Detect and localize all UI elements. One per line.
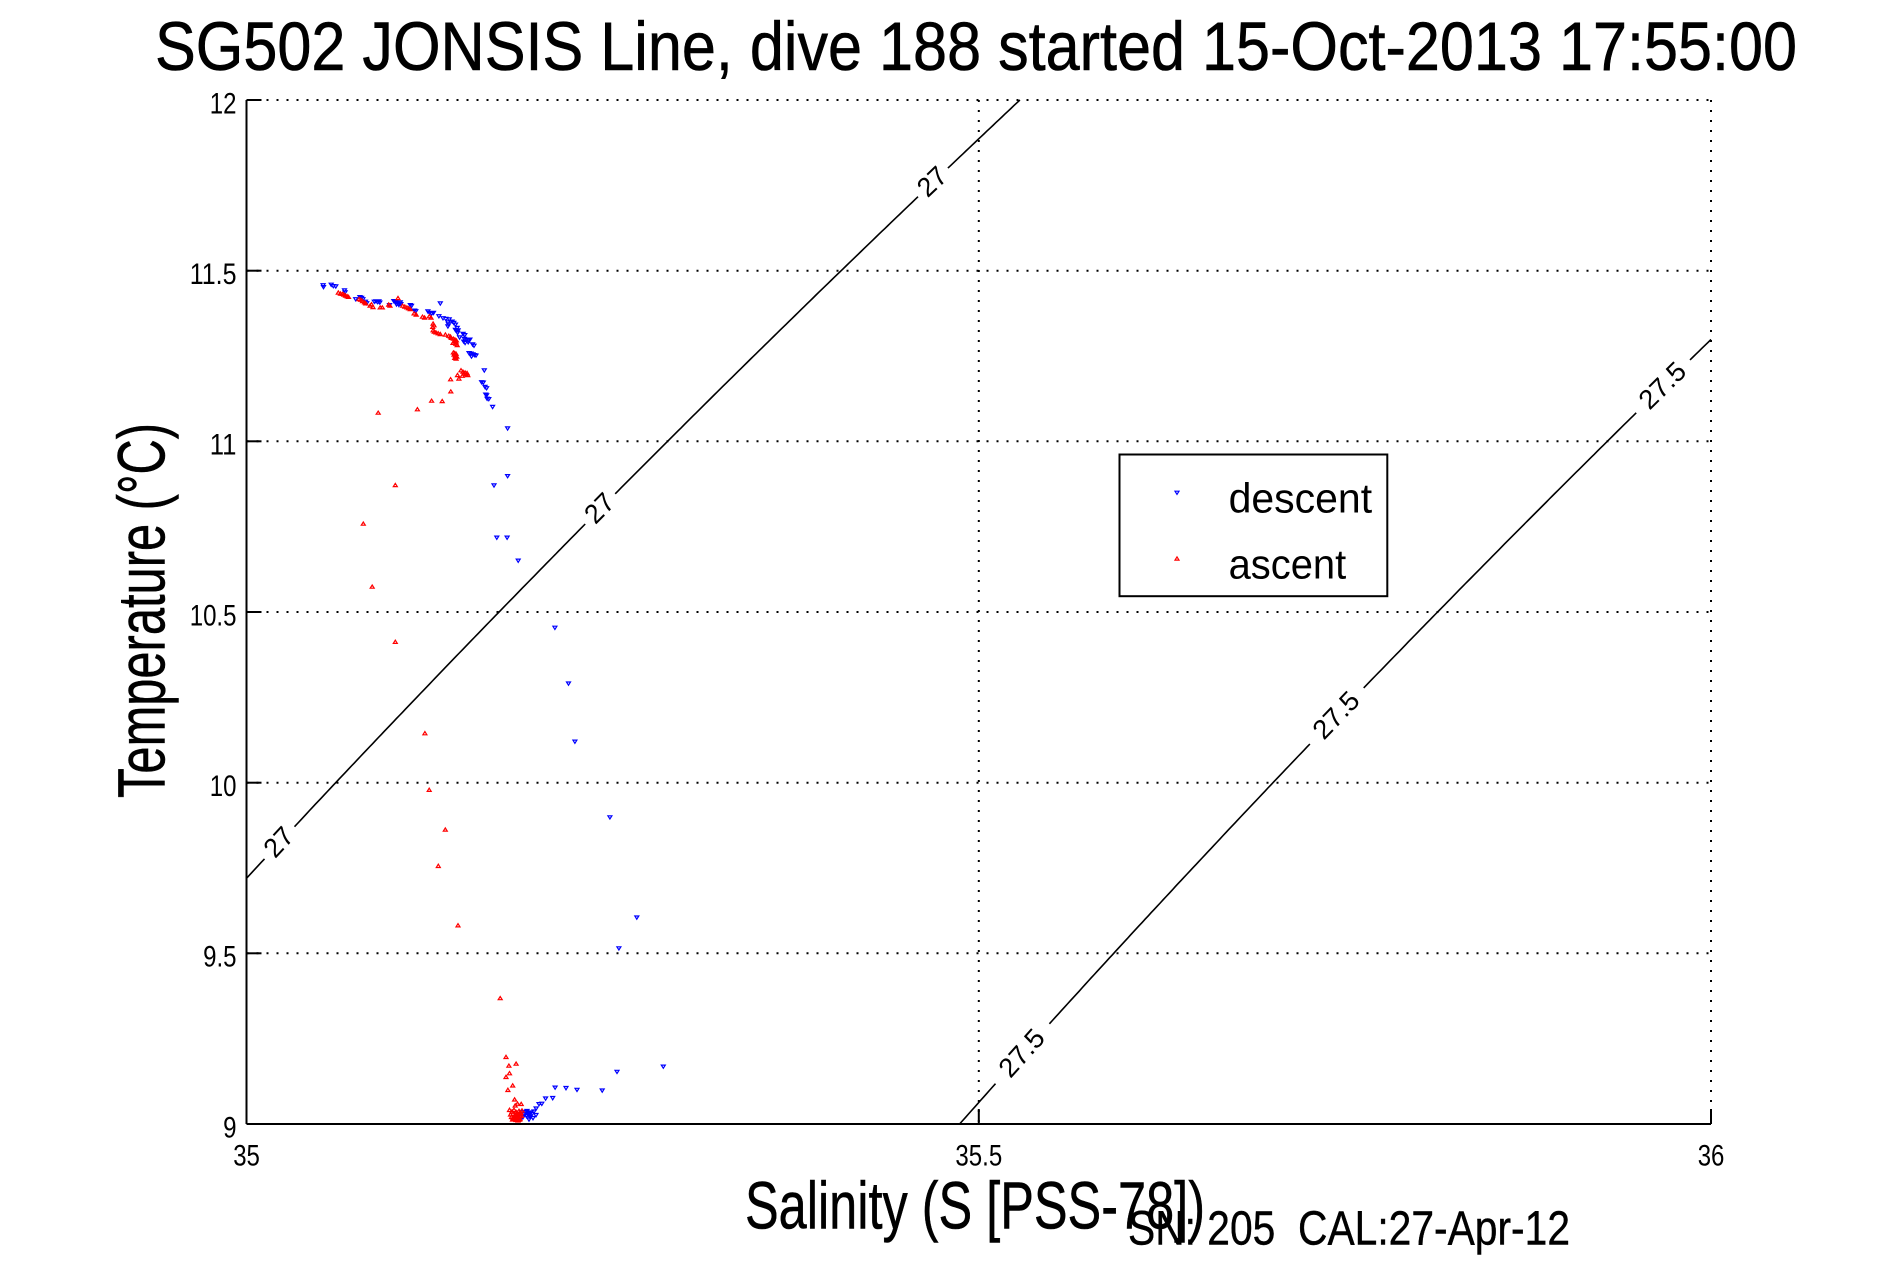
svg-text:9.5: 9.5 <box>203 941 236 974</box>
svg-text:11: 11 <box>210 429 237 462</box>
svg-text:SG502 JONSIS Line, dive 188 st: SG502 JONSIS Line, dive 188 started 15-O… <box>155 8 1797 85</box>
svg-text:35: 35 <box>233 1140 260 1173</box>
svg-text:Temperature (°C): Temperature (°C) <box>105 423 180 798</box>
svg-text:11.5: 11.5 <box>190 258 237 291</box>
svg-text:descent: descent <box>1229 474 1373 521</box>
svg-text:10: 10 <box>210 770 237 803</box>
svg-text:12: 12 <box>210 87 237 120</box>
svg-text:36: 36 <box>1698 1140 1725 1173</box>
svg-text:9: 9 <box>223 1111 236 1144</box>
svg-text:35.5: 35.5 <box>955 1140 1002 1173</box>
svg-text:SN: 205 CAL:27-Apr-12: SN: 205 CAL:27-Apr-12 <box>1128 1202 1570 1255</box>
svg-text:Salinity (S [PSS-78]): Salinity (S [PSS-78]) <box>745 1169 1205 1244</box>
svg-text:ascent: ascent <box>1229 540 1347 587</box>
svg-text:10.5: 10.5 <box>190 599 237 632</box>
